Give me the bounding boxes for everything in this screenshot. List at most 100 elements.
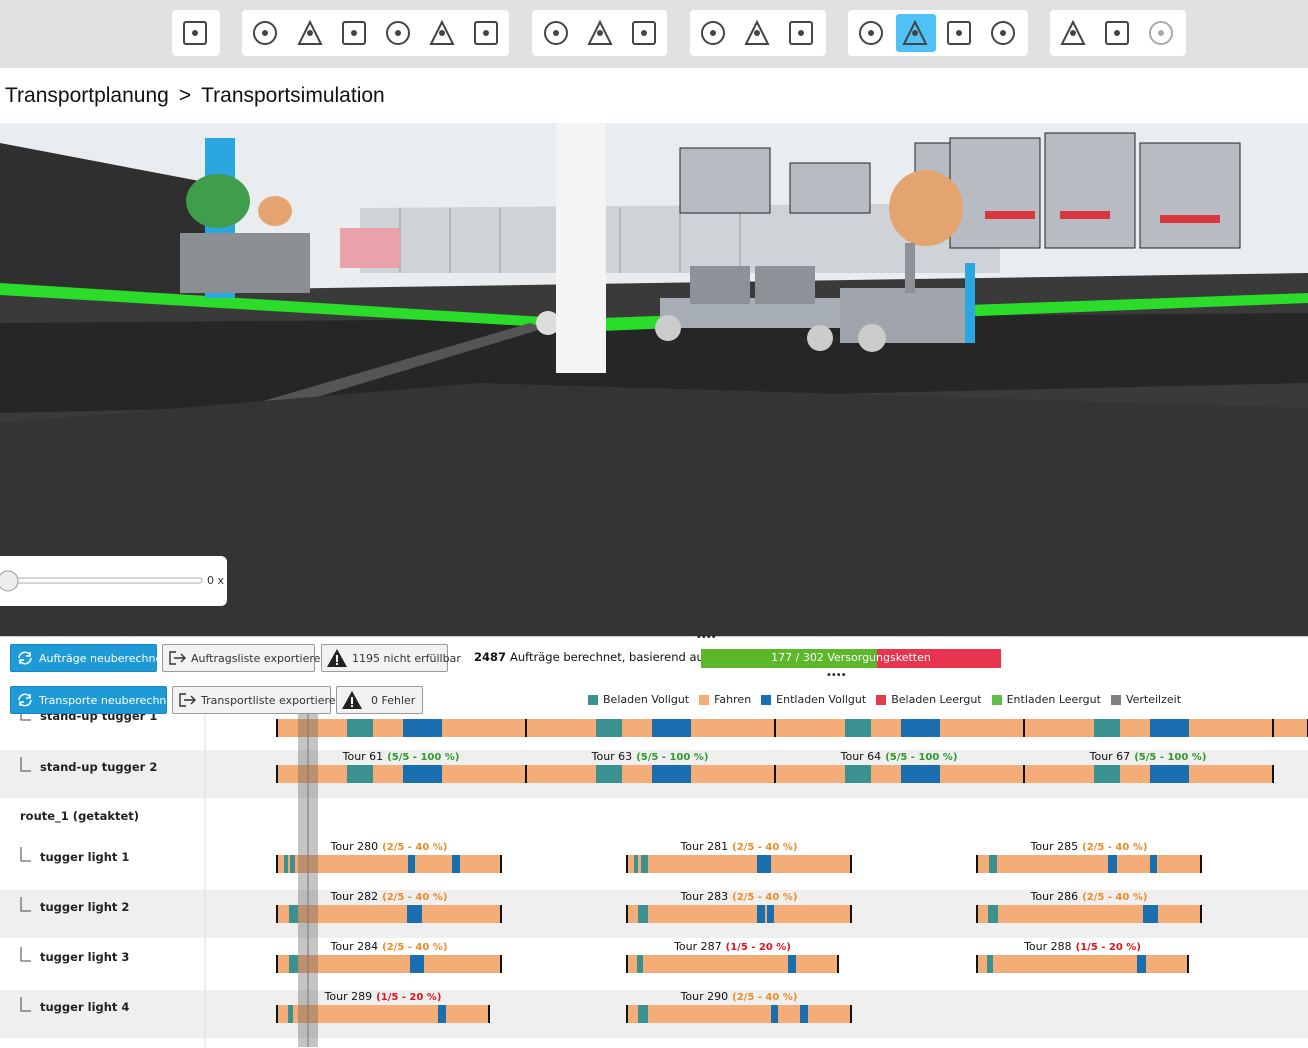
speed-slider[interactable] <box>0 556 227 606</box>
tour-name: Tour 283 <box>680 890 729 903</box>
gantt-segment <box>652 719 691 737</box>
toolbar-button[interactable] <box>789 21 813 45</box>
tour-name: Tour 287 <box>673 940 722 953</box>
gantt-bar <box>526 765 775 783</box>
tour-status: (1/5 - 20 %) <box>726 942 791 953</box>
toolbar-button[interactable] <box>253 21 277 45</box>
gantt-segment <box>596 765 622 783</box>
button[interactable]: Auftragsliste exportieren <box>162 644 327 672</box>
gantt-tour-start <box>1272 719 1274 737</box>
gantt-segment <box>347 719 373 737</box>
toolbar-button[interactable] <box>474 21 498 45</box>
gantt-bar <box>1024 765 1273 783</box>
tour-status: (2/5 - 40 %) <box>382 892 447 903</box>
tour-label: Tour 64 (5/5 - 100 %) <box>840 750 958 763</box>
gantt-tour-end <box>500 955 502 973</box>
toolbar-button[interactable] <box>587 19 613 45</box>
icon-export <box>179 693 196 707</box>
forklift <box>180 138 400 298</box>
gantt-segment <box>989 855 997 873</box>
toolbar-button[interactable] <box>342 21 366 45</box>
gantt-tour-start <box>525 719 527 737</box>
gantt-bar <box>977 905 1201 923</box>
toolbar-button[interactable] <box>429 19 455 45</box>
toolbar-button[interactable] <box>544 21 568 45</box>
button[interactable]: Transportliste exportieren <box>172 686 343 714</box>
icon-shape <box>632 21 656 45</box>
gantt-segment <box>788 955 796 973</box>
legend-label: Entladen Vollgut <box>776 693 867 706</box>
gantt-bar <box>627 905 851 923</box>
tour-status: (5/5 - 100 %) <box>387 752 459 763</box>
button[interactable]: Transporte neuberechnen <box>10 686 180 714</box>
gantt-bar <box>277 1005 489 1023</box>
tour-label: Tour 61 (5/5 - 100 %) <box>342 750 460 763</box>
tour-name: Tour 64 <box>840 750 882 763</box>
button-label: Transporte neuberechnen <box>39 693 181 707</box>
gantt-bar <box>977 855 1201 873</box>
toolbar-button[interactable] <box>297 19 323 45</box>
summary: 2487 Aufträge berechnet, basierend auf: <box>474 650 711 664</box>
gantt-tour-start <box>1023 719 1025 737</box>
toolbar-button[interactable] <box>1105 21 1129 45</box>
breadcrumb-item[interactable]: Transportplanung <box>5 84 169 107</box>
tour-name: Tour 282 <box>330 890 379 903</box>
tour-label: Tour 286 (2/5 - 40 %) <box>1030 890 1148 903</box>
gantt-segment <box>289 905 298 923</box>
button[interactable]: 0 Fehler <box>336 686 423 714</box>
gantt-segment <box>757 905 765 923</box>
icon-detail <box>395 30 401 36</box>
speed-label: 0 x <box>207 574 225 587</box>
gantt-tour-end <box>850 855 852 873</box>
toolbar-button[interactable] <box>991 21 1015 45</box>
legend-label: Beladen Vollgut <box>603 693 690 706</box>
toolbar-button[interactable] <box>902 19 928 45</box>
toolbar-button[interactable] <box>947 21 971 45</box>
splitter-handle[interactable]: •••• <box>826 670 847 681</box>
gantt-segment <box>1094 719 1120 737</box>
toolbar-button[interactable] <box>1060 19 1086 45</box>
button-label: 1195 nicht erfüllbar <box>352 651 461 665</box>
toolbar-button[interactable] <box>632 21 656 45</box>
icon-shape <box>744 19 770 45</box>
icon-detail <box>262 30 268 36</box>
gantt-tour-start <box>976 955 978 973</box>
splitter-handle[interactable]: •••• <box>696 632 717 643</box>
gantt-tour-start <box>276 765 278 783</box>
icon-refresh <box>18 651 32 665</box>
gantt-tour-start <box>276 905 278 923</box>
tour-label: Tour 67 (5/5 - 100 %) <box>1089 750 1207 763</box>
tour-name: Tour 289 <box>324 990 373 1003</box>
toolbar-button[interactable] <box>183 21 207 45</box>
gantt-bar <box>526 719 775 737</box>
progress-label: 177 / 302 Versorgungsketten <box>771 651 931 664</box>
tour-label: Tour 284 (2/5 - 40 %) <box>330 940 448 953</box>
toolbar-button[interactable] <box>386 21 410 45</box>
toolbar-button[interactable] <box>859 21 883 45</box>
gantt-segment <box>403 719 442 737</box>
gantt-segment <box>845 719 871 737</box>
gantt-segment <box>284 855 288 873</box>
gantt-bar <box>1024 719 1273 737</box>
gantt-bar <box>277 765 526 783</box>
tour-status: (2/5 - 40 %) <box>732 992 797 1003</box>
icon-shape <box>474 21 498 45</box>
button[interactable]: Aufträge neuberechnen <box>10 644 169 672</box>
tour-label: Tour 285 (2/5 - 40 %) <box>1030 840 1148 853</box>
progress-fill <box>701 649 877 668</box>
icon-shape <box>544 21 568 45</box>
gantt-segment <box>901 765 940 783</box>
gantt-tour-end <box>850 1005 852 1023</box>
gantt-bar <box>277 955 501 973</box>
legend-swatch <box>876 694 887 705</box>
3d-viewport[interactable] <box>0 123 1308 636</box>
gantt-segment <box>1150 765 1189 783</box>
toolbar-button[interactable] <box>744 19 770 45</box>
button[interactable]: 1195 nicht erfüllbar <box>321 644 461 672</box>
toolbar-button[interactable] <box>1149 21 1173 45</box>
gantt-tour-end <box>1187 955 1189 973</box>
toolbar-button[interactable] <box>701 21 725 45</box>
legend-item: Entladen Leergut <box>991 693 1101 706</box>
gantt-tour-end <box>500 905 502 923</box>
tour-label: Tour 282 (2/5 - 40 %) <box>330 890 448 903</box>
